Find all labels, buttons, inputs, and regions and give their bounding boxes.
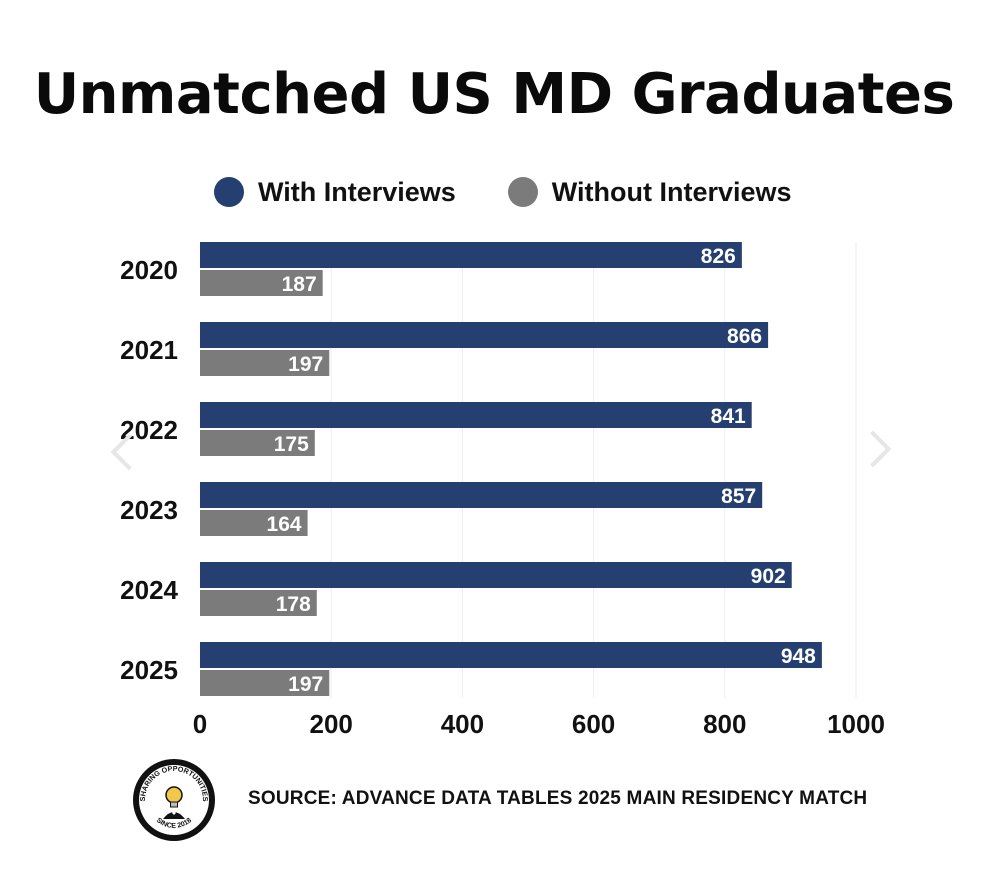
bar-with-interviews-2025	[200, 642, 822, 668]
bar-without-interviews-2021	[200, 350, 330, 376]
legend-item-with-interviews: With Interviews	[214, 177, 456, 208]
x-tick-label-800: 800	[703, 709, 746, 739]
bar-with-interviews-2023	[200, 482, 763, 508]
data-label-without-interviews-2020: 187	[282, 273, 317, 296]
source-note: SOURCE: ADVANCE DATA TABLES 2025 MAIN RE…	[248, 788, 868, 809]
category-label-2025: 2025	[120, 655, 178, 685]
bar-without-interviews-2024	[200, 590, 317, 616]
category-label-2020: 2020	[120, 255, 178, 285]
data-label-without-interviews-2025: 197	[288, 673, 323, 696]
chart-legend: With Interviews Without Interviews	[214, 172, 844, 212]
x-tick-label-400: 400	[441, 709, 484, 739]
legend-item-without-interviews: Without Interviews	[507, 176, 792, 208]
legend-label-without-interviews: Without Interviews	[551, 176, 792, 207]
data-label-with-interviews-2024: 902	[751, 565, 786, 588]
data-label-with-interviews-2025: 948	[781, 645, 816, 668]
bar-with-interviews-2024	[200, 562, 792, 588]
bar-without-interviews-2025	[200, 670, 330, 696]
x-tick-label-0: 0	[193, 709, 207, 739]
bar-without-interviews-2020	[200, 270, 323, 296]
legend-swatch-without-interviews	[507, 177, 538, 207]
category-label-2022: 2022	[120, 415, 178, 445]
data-label-with-interviews-2021: 866	[727, 325, 762, 348]
bar-without-interviews-2022	[200, 430, 315, 456]
bar-with-interviews-2022	[200, 402, 752, 428]
bar-with-interviews-2020	[200, 242, 742, 268]
legend-label-with-interviews: With Interviews	[258, 176, 456, 207]
category-label-2023: 2023	[120, 495, 178, 525]
x-tick-label-1000: 1000	[827, 709, 885, 739]
x-tick-label-200: 200	[310, 709, 353, 739]
bar-without-interviews-2023	[200, 510, 308, 536]
x-tick-label-600: 600	[572, 709, 615, 739]
bar-with-interviews-2021	[200, 322, 769, 348]
sharing-opportunities-logo: SHARING OPPORTUNITIES SINCE 2018	[133, 759, 215, 841]
category-label-2024: 2024	[120, 575, 178, 605]
chart-title: Unmatched US MD Graduates	[33, 62, 955, 127]
category-label-2021: 2021	[120, 335, 178, 365]
data-label-without-interviews-2023: 164	[267, 513, 302, 536]
data-label-with-interviews-2023: 857	[721, 485, 756, 508]
data-label-without-interviews-2022: 175	[274, 433, 309, 456]
legend-swatch-with-interviews	[214, 177, 244, 207]
lightbulb-mascot-icon	[163, 786, 185, 819]
data-label-with-interviews-2020: 826	[701, 245, 736, 268]
data-label-without-interviews-2024: 178	[276, 593, 311, 616]
data-label-with-interviews-2022: 841	[711, 405, 746, 428]
data-label-without-interviews-2021: 197	[288, 353, 323, 376]
